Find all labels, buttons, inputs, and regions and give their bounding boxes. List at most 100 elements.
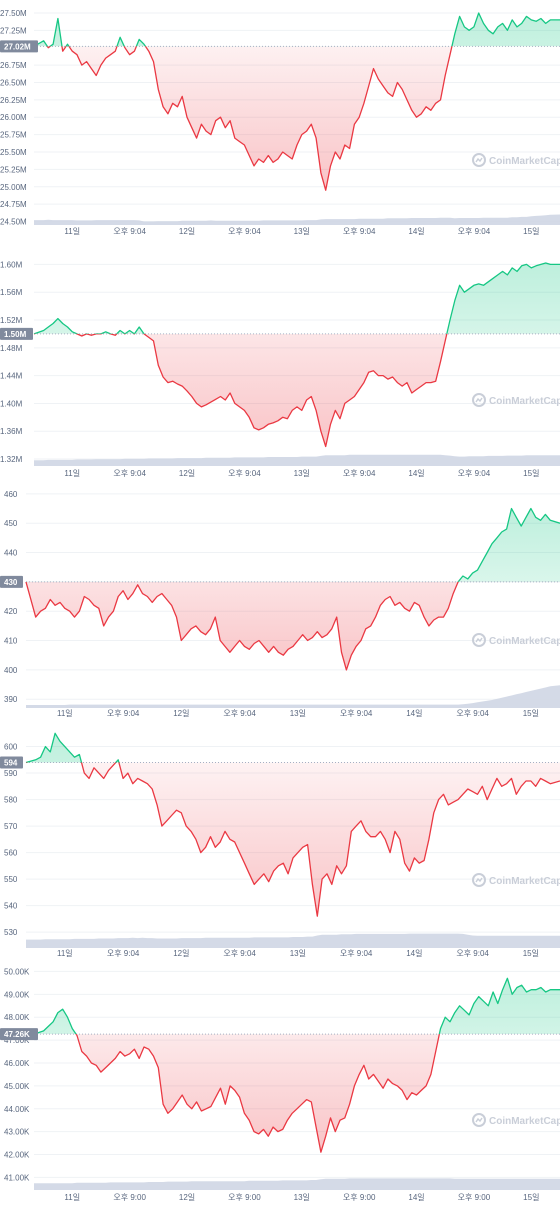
chart-panel-4: 600 590 580 570 560 550 540 530 594 11일 오후 9:04 12일… bbox=[0, 720, 560, 960]
y-tick-label: 1.60M bbox=[0, 260, 23, 269]
price-area-up bbox=[34, 13, 560, 47]
y-tick-label: 27.50M bbox=[0, 9, 27, 18]
x-tick-label: 14일 bbox=[408, 1193, 424, 1202]
reference-badge bbox=[0, 575, 23, 588]
y-tick-label: 450 bbox=[4, 519, 18, 528]
reference-badge bbox=[0, 1028, 38, 1041]
y-tick-label: 400 bbox=[4, 666, 18, 675]
x-tick-label: 11일 bbox=[64, 1193, 80, 1202]
y-tick-label: 42.00K bbox=[4, 1151, 30, 1160]
y-tick-label: 24.50M bbox=[0, 218, 27, 227]
y-tick-label: 44.00K bbox=[4, 1105, 30, 1114]
coinmarketcap-logo: CoinMarketCap bbox=[472, 1113, 560, 1127]
x-tick-label: 13일 bbox=[290, 949, 306, 958]
y-tick-label: 26.00M bbox=[0, 113, 27, 122]
reference-badge-label: 594 bbox=[4, 758, 18, 767]
x-tick-label: 오후 9:04 bbox=[223, 949, 256, 958]
x-tick-label: 15일 bbox=[523, 469, 539, 478]
x-tick-label: 오후 9:00 bbox=[113, 1193, 146, 1202]
x-tick-label: 11일 bbox=[57, 949, 73, 958]
y-tick-label: 1.40M bbox=[0, 399, 23, 408]
reference-badge-label: 430 bbox=[4, 578, 18, 587]
y-tick-label: 26.75M bbox=[0, 61, 27, 70]
x-tick-label: 15일 bbox=[523, 949, 539, 958]
x-tick-label: 오후 9:04 bbox=[456, 709, 489, 718]
x-tick-label: 오후 9:04 bbox=[228, 227, 261, 236]
x-tick-label: 오후 9:00 bbox=[228, 1193, 261, 1202]
y-tick-label: 460 bbox=[4, 490, 18, 499]
price-chart-4: 600 590 580 570 560 550 540 530 594 11일 오후 9:04 12일… bbox=[0, 732, 560, 958]
y-tick-label: 1.36M bbox=[0, 427, 23, 436]
x-tick-label: 오후 9:04 bbox=[456, 949, 489, 958]
coinmarketcap-icon bbox=[472, 1113, 486, 1127]
price-line-up bbox=[26, 507, 560, 582]
price-area-up bbox=[26, 733, 119, 763]
y-tick-label: 1.48M bbox=[0, 344, 23, 353]
coinmarketcap-icon bbox=[472, 393, 486, 407]
x-tick-label: 오후 9:04 bbox=[107, 709, 140, 718]
reference-badge bbox=[0, 40, 38, 53]
x-tick-label: 12일 bbox=[179, 227, 195, 236]
price-line-up bbox=[33, 977, 560, 1035]
x-tick-label: 15일 bbox=[523, 1193, 539, 1202]
x-tick-label: 오후 9:04 bbox=[340, 949, 373, 958]
x-tick-label: 오후 9:04 bbox=[223, 709, 256, 718]
y-tick-label: 25.75M bbox=[0, 131, 27, 140]
y-tick-label: 47.00K bbox=[4, 1036, 30, 1045]
y-tick-label: 410 bbox=[4, 637, 18, 646]
reference-badge bbox=[0, 756, 23, 769]
x-tick-label: 14일 bbox=[406, 949, 422, 958]
chart-panel-1: 27.50M 27.25M 26.75M 26.50M 26.25M 26.00M 25.7… bbox=[0, 0, 560, 240]
price-area-down bbox=[26, 762, 560, 917]
y-tick-label: 390 bbox=[4, 695, 18, 704]
price-line-down bbox=[25, 581, 459, 671]
price-line-up bbox=[33, 12, 560, 47]
chart-panel-5: 50.00K 49.00K 48.00K 47.00K 46.00K 45.00K 44.0… bbox=[0, 960, 560, 1205]
volume-area bbox=[34, 454, 560, 466]
volume-area bbox=[26, 685, 560, 708]
price-chart-2: 1.60M 1.56M 1.52M 1.48M 1.44M 1.40M 1.36M 1.32M… bbox=[0, 260, 560, 478]
x-tick-label: 13일 bbox=[294, 227, 310, 236]
price-line-down bbox=[34, 46, 453, 191]
x-tick-label: 12일 bbox=[173, 949, 189, 958]
chart-panel-2: 1.60M 1.56M 1.52M 1.48M 1.44M 1.40M 1.36M 1.32M… bbox=[0, 240, 560, 480]
x-tick-label: 12일 bbox=[179, 1193, 195, 1202]
reference-badge-label: 27.02M bbox=[4, 42, 31, 51]
x-tick-label: 오후 9:04 bbox=[113, 469, 146, 478]
coinmarketcap-icon bbox=[472, 633, 486, 647]
y-tick-label: 600 bbox=[4, 743, 18, 752]
price-chart-1: 27.50M 27.25M 26.75M 26.50M 26.25M 26.00M 25.7… bbox=[0, 9, 560, 236]
x-tick-label: 14일 bbox=[408, 227, 424, 236]
y-tick-label: 49.00K bbox=[4, 990, 30, 999]
x-tick-label: 15일 bbox=[523, 227, 539, 236]
price-line-down bbox=[34, 1034, 441, 1153]
coinmarketcap-logo: CoinMarketCap bbox=[472, 873, 560, 887]
price-area-up bbox=[34, 263, 560, 334]
coinmarketcap-logo: CoinMarketCap bbox=[472, 393, 560, 407]
coinmarketcap-wordmark: CoinMarketCap bbox=[489, 876, 560, 887]
reference-badge-label: 47.26K bbox=[4, 1030, 30, 1039]
y-tick-label: 26.50M bbox=[0, 78, 27, 87]
price-chart-5: 50.00K 49.00K 48.00K 47.00K 46.00K 45.00K 44.0… bbox=[0, 967, 560, 1202]
x-tick-label: 오후 9:04 bbox=[107, 949, 140, 958]
chart-panel-3: 46045044043042041040039043011일오후 9:0412일… bbox=[0, 480, 560, 720]
x-tick-label: 11일 bbox=[64, 227, 80, 236]
y-tick-label: 1.44M bbox=[0, 372, 23, 381]
coinmarketcap-icon bbox=[472, 873, 486, 887]
x-tick-label: 11일 bbox=[64, 469, 80, 478]
y-tick-label: 43.00K bbox=[4, 1128, 30, 1137]
volume-area bbox=[26, 933, 560, 948]
y-tick-label: 41.00K bbox=[4, 1173, 30, 1182]
x-tick-label: 오후 9:00 bbox=[458, 1193, 491, 1202]
price-chart-3: 46045044043042041040039043011일오후 9:0412일… bbox=[0, 490, 560, 718]
y-tick-label: 570 bbox=[4, 822, 18, 831]
coinmarketcap-wordmark: CoinMarketCap bbox=[489, 396, 560, 407]
coinmarketcap-icon bbox=[472, 153, 486, 167]
y-tick-label: 27.25M bbox=[0, 26, 27, 35]
x-tick-label: 오후 9:04 bbox=[343, 227, 376, 236]
x-tick-label: 오후 9:04 bbox=[340, 709, 373, 718]
coinmarketcap-logo: CoinMarketCap bbox=[472, 153, 560, 167]
coinmarketcap-logo: CoinMarketCap bbox=[472, 633, 560, 647]
y-tick-label: 540 bbox=[4, 902, 18, 911]
